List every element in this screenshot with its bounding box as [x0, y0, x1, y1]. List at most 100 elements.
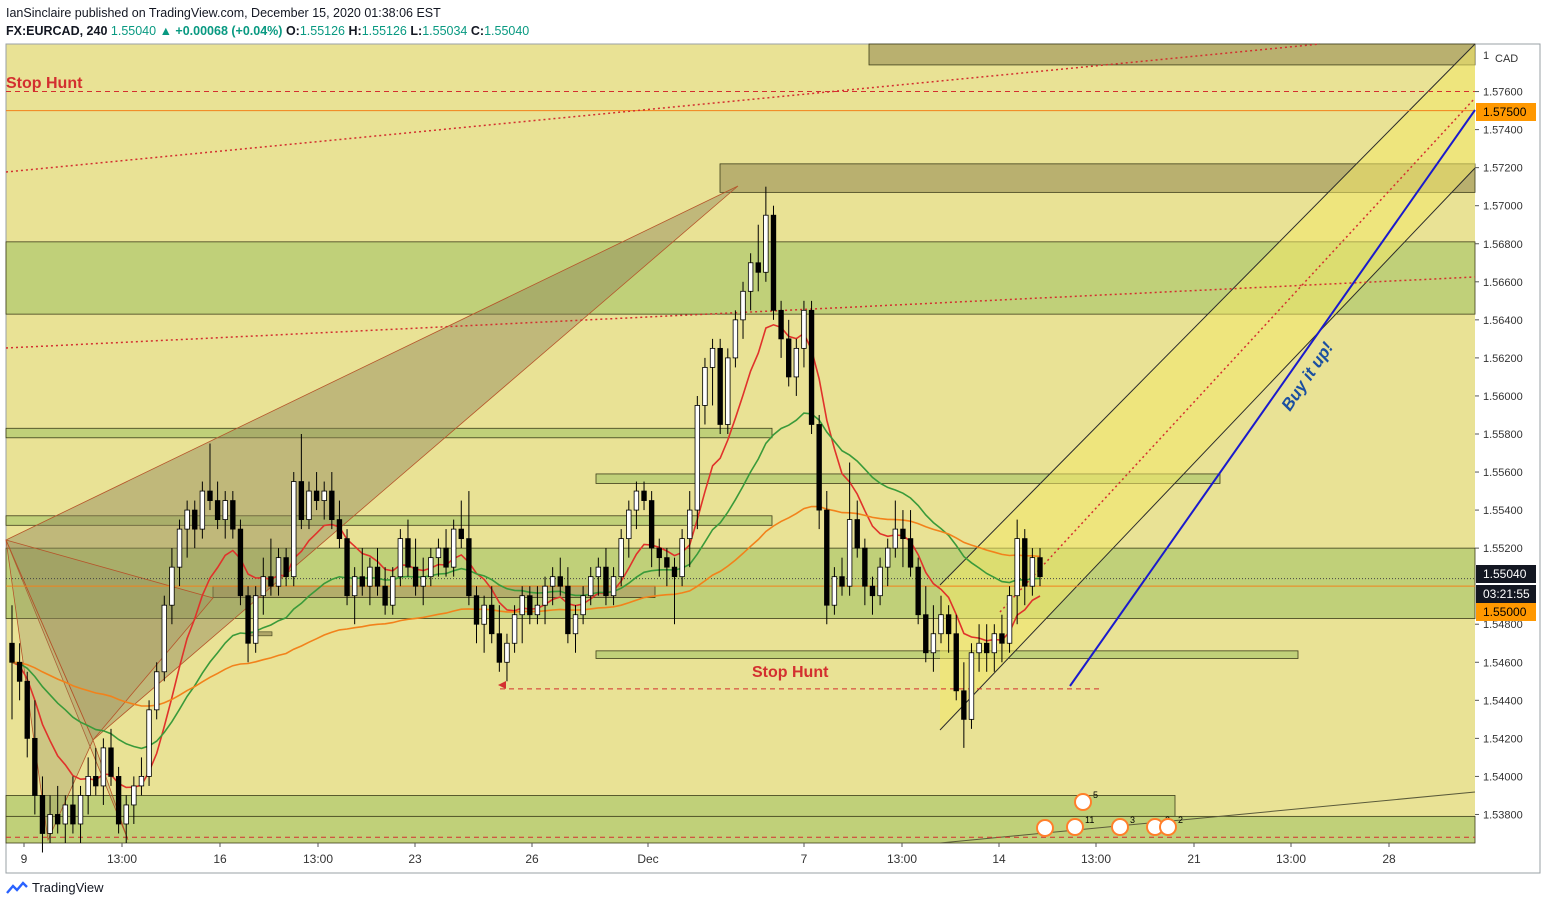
x-tick-label: 9 [21, 852, 28, 866]
candle-body [633, 490, 640, 511]
candle-body [252, 595, 259, 644]
candle-body [275, 557, 282, 587]
ohlc-line: FX:EURCAD, 240 1.55040 ▲ +0.00068 (+0.04… [6, 22, 529, 40]
candle-body [824, 509, 830, 606]
candle-body [534, 604, 541, 616]
candle-body [374, 566, 381, 587]
candle-body [999, 633, 1005, 644]
candle-body [70, 804, 76, 825]
candle-body [146, 709, 152, 777]
candle-body [39, 795, 46, 834]
x-tick-label: 13:00 [303, 852, 333, 866]
ma-orange [11, 505, 1041, 707]
x-tick-label: 13:00 [107, 852, 137, 866]
candle-body [32, 737, 38, 796]
candle-body [16, 661, 23, 682]
open-value: 1.55126 [299, 24, 346, 38]
tradingview-logo[interactable]: TradingView [6, 880, 104, 895]
candle-body [542, 585, 548, 606]
event-badge-count: 5 [1093, 790, 1098, 800]
price-axis-background [1475, 44, 1540, 843]
chart-header: IanSinclaire published on TradingView.co… [6, 4, 529, 40]
candle-body [382, 585, 388, 606]
candle-body [367, 566, 373, 587]
candle-body [694, 405, 701, 511]
candle-body [717, 347, 723, 425]
candle-body [420, 576, 426, 587]
y-tick-label: 1.57200 [1483, 163, 1523, 175]
candle-body [1022, 538, 1028, 587]
symbol-label[interactable]: FX:EURCAD, 240 [6, 24, 108, 38]
candle-body [397, 538, 404, 578]
candle-body [268, 576, 274, 587]
candle-body [473, 595, 480, 625]
y-tick-label: 1.56400 [1483, 315, 1523, 327]
candle-body [945, 614, 952, 635]
candle-body [435, 547, 442, 559]
candle-body [930, 633, 937, 654]
candle-body [161, 604, 167, 673]
candle-body [900, 528, 906, 540]
candle-body [671, 566, 678, 578]
y-tick-label: 1.54800 [1483, 619, 1523, 631]
publisher-line: IanSinclaire published on TradingView.co… [6, 6, 441, 20]
candle-body [359, 576, 365, 587]
zone-6 [5, 547, 1476, 619]
candle-body [831, 576, 838, 606]
x-tick-label: 7 [801, 852, 808, 866]
x-tick-label: 13:00 [1276, 852, 1306, 866]
candle-body [313, 490, 320, 501]
candle-body [702, 367, 708, 406]
y-tick-label: 1.56200 [1483, 353, 1523, 365]
event-badge-icon [1159, 818, 1177, 836]
x-tick-label: 28 [1382, 852, 1396, 866]
candle-body [138, 776, 145, 787]
candle-body [1037, 557, 1043, 578]
candle-body [968, 652, 975, 720]
candle-body [885, 547, 891, 568]
candle-body [336, 519, 343, 540]
candle-body [283, 557, 289, 578]
candle-body [24, 680, 30, 739]
close-label: C: [470, 24, 485, 38]
candle-body [321, 490, 327, 501]
candle-body [214, 500, 221, 520]
zone-0 [868, 43, 1476, 66]
candle-body [588, 576, 594, 597]
candle-body [298, 481, 305, 520]
candle-body [740, 290, 746, 321]
candle-body [405, 538, 411, 568]
last-price: 1.55040 [110, 24, 157, 38]
candle-body [626, 509, 632, 540]
candle-body [329, 490, 335, 520]
currency-label: CAD [1495, 53, 1518, 65]
candle-body [938, 614, 944, 635]
candle-body [816, 424, 822, 511]
candle-body [732, 319, 739, 359]
candle-body [504, 642, 510, 663]
candle-body [915, 566, 921, 616]
candle-body [808, 309, 815, 425]
candle-body [496, 633, 503, 663]
candle-body [169, 566, 175, 606]
ma-red [11, 323, 1041, 789]
event-badge-icon [1066, 818, 1084, 836]
time-axis-background [6, 843, 1540, 873]
x-tick-label: Dec [637, 852, 658, 866]
y-tick-label: 1.56600 [1483, 277, 1523, 289]
candle-body [450, 528, 457, 568]
y-tick-label: 1.55400 [1483, 505, 1523, 517]
stop-hunt-label-top: Stop Hunt [6, 75, 83, 92]
candle-body [984, 642, 990, 654]
candle-body [55, 814, 61, 825]
event-badge-icon [1074, 793, 1092, 811]
candle-body [85, 776, 91, 796]
channel-mid [999, 97, 1476, 613]
candle-body [603, 566, 609, 597]
candle-body [458, 528, 464, 540]
price-label-box [1476, 603, 1536, 621]
event-badge-count: 3 [1130, 815, 1135, 825]
candle-body [131, 785, 137, 806]
low-value: 1.55034 [422, 24, 468, 38]
